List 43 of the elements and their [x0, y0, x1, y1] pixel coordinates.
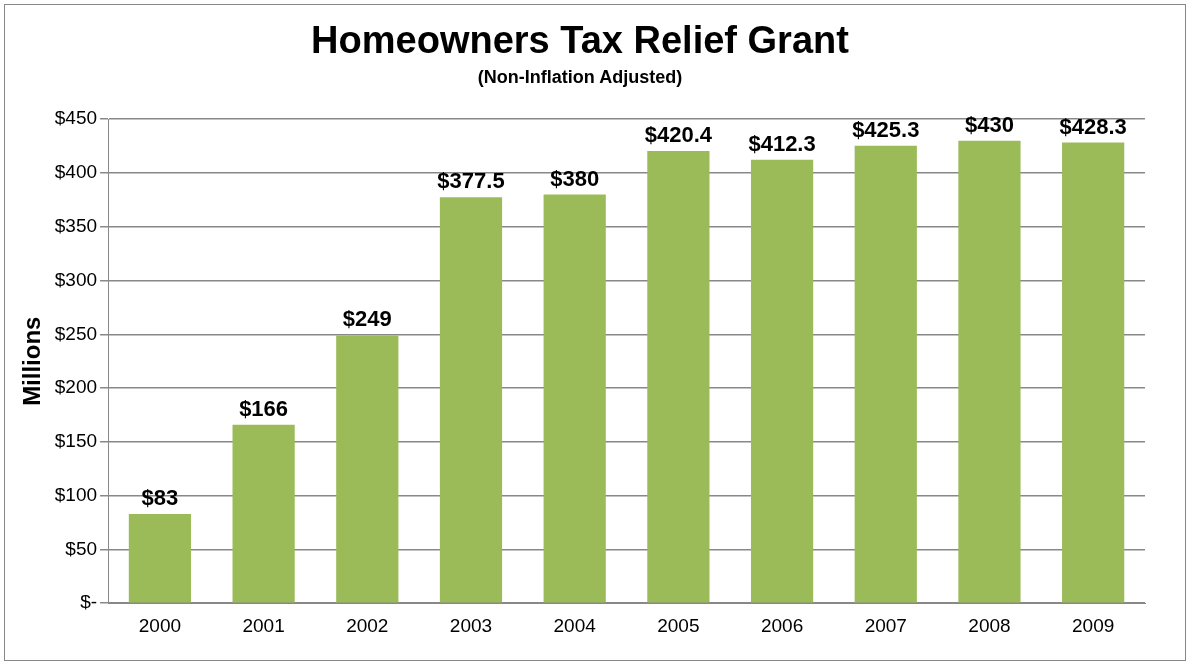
data-label: $166: [239, 395, 289, 421]
y-tick-label: $150: [54, 430, 98, 452]
bar: [543, 194, 606, 603]
data-label: $412.3: [748, 130, 816, 156]
x-tick-label: 2006: [760, 614, 804, 636]
y-tick-label: $-: [80, 591, 98, 613]
data-label: $377.5: [437, 168, 505, 194]
x-tick-label: 2001: [242, 614, 285, 636]
y-tick-label: $50: [65, 537, 98, 559]
y-axis-title: Millions: [18, 316, 46, 406]
x-tick-label: 2003: [449, 614, 493, 636]
bar: [232, 424, 295, 603]
data-label: $249: [342, 306, 392, 332]
bar: [958, 140, 1021, 603]
data-label: $430: [964, 111, 1014, 137]
bar: [750, 159, 814, 603]
y-tick-label: $100: [54, 483, 98, 505]
y-tick-label: $250: [54, 322, 98, 344]
bar: [336, 335, 399, 603]
x-tick-label: 2008: [968, 614, 1011, 636]
bar: [1062, 142, 1125, 603]
y-tick-label: $450: [54, 107, 98, 129]
x-tick-label: 2005: [657, 614, 700, 636]
bar: [647, 151, 710, 603]
y-tick-label: $350: [54, 214, 98, 236]
x-tick-label: 2000: [138, 614, 182, 636]
x-tick-label: 2002: [346, 614, 389, 636]
x-tick-label: 2007: [864, 614, 907, 636]
data-label: $428.3: [1059, 113, 1127, 139]
y-tick-label: $200: [54, 376, 98, 398]
chart-title: Homeowners Tax Relief Grant: [311, 19, 850, 62]
y-tick-label: $400: [54, 161, 98, 183]
data-label: $425.3: [852, 116, 920, 142]
data-label: $420.4: [644, 122, 713, 148]
x-tick-label: 2009: [1072, 614, 1115, 636]
chart-subtitle: (Non-Inflation Adjusted): [477, 67, 683, 88]
bar: [128, 513, 192, 603]
x-tick-label: 2004: [553, 614, 597, 636]
bar: [439, 197, 503, 603]
data-label: $380: [550, 165, 600, 191]
bar: [854, 145, 917, 603]
y-tick-label: $300: [54, 268, 98, 290]
data-label: $83: [141, 484, 179, 510]
